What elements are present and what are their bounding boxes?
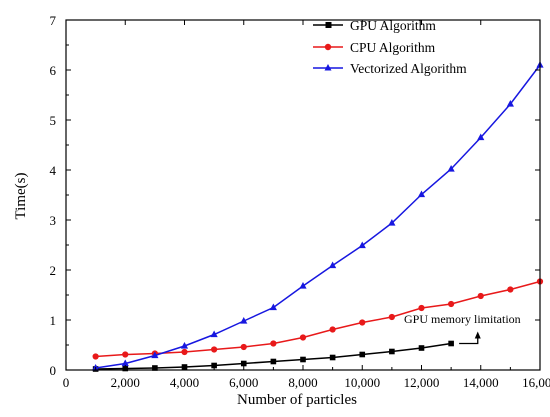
series-line	[95, 64, 541, 369]
data-point	[418, 345, 425, 351]
x-tick-label: 8,000	[288, 375, 317, 390]
legend-item-gpu: GPU Algorithm	[313, 18, 436, 33]
x-tick-label: 16,000	[522, 375, 550, 390]
legend-item-cpu: CPU Algorithm	[313, 40, 436, 55]
data-point	[417, 190, 426, 198]
data-point	[358, 241, 366, 249]
x-tick-label: 10,000	[344, 375, 380, 390]
data-point	[210, 330, 218, 338]
y-tick-label: 4	[50, 163, 57, 178]
y-axis-title: Time(s)	[13, 173, 29, 220]
plot-marks	[92, 61, 544, 372]
data-point	[448, 340, 454, 347]
data-point	[269, 303, 277, 311]
x-tick-label: 12,000	[404, 375, 440, 390]
y-tick-label: 3	[50, 213, 57, 228]
legend-marker-gpu	[325, 22, 332, 28]
data-point	[211, 362, 217, 369]
data-point	[92, 353, 99, 360]
y-tick-label: 6	[50, 63, 57, 78]
y-tick-label: 1	[50, 313, 57, 328]
data-point	[506, 100, 514, 107]
data-point	[448, 300, 455, 308]
x-tick-label: 6,000	[229, 375, 258, 390]
data-point	[211, 346, 218, 353]
annotation-arrow-line	[459, 337, 479, 345]
y-tick-label: 5	[50, 113, 57, 128]
data-point	[240, 360, 247, 367]
legend-label-gpu: GPU Algorithm	[350, 18, 436, 33]
data-point	[389, 348, 395, 355]
data-point	[507, 286, 514, 293]
data-point	[388, 219, 396, 226]
annotation-arrowhead	[474, 331, 481, 339]
data-point	[240, 317, 248, 324]
data-point	[447, 165, 455, 172]
legend-marker-cpu	[324, 43, 332, 51]
data-point	[240, 343, 247, 351]
data-point	[418, 304, 425, 312]
data-point	[121, 359, 129, 367]
data-point	[299, 282, 307, 289]
data-point	[477, 292, 484, 300]
axis-ticks: 0 2,000 4,000 6,000 8,000 10,000 12,000 14,000 1…	[50, 13, 550, 390]
data-point	[181, 348, 188, 356]
legend-label-cpu: CPU Algorithm	[350, 40, 436, 55]
data-point	[359, 319, 366, 326]
series-line	[95, 280, 541, 358]
y-tick-label: 7	[50, 13, 57, 28]
data-point	[329, 261, 337, 269]
x-axis-title: Number of particles	[237, 392, 357, 408]
data-point	[329, 326, 336, 333]
legend-item-vectorized: Vectorized Algorithm	[313, 61, 467, 76]
data-point	[477, 133, 485, 141]
data-point	[329, 354, 336, 361]
series-line	[95, 342, 452, 370]
data-point	[151, 351, 159, 359]
data-point	[270, 340, 277, 347]
x-tick-label: 0	[63, 375, 70, 390]
legend-marker-vectorized	[324, 64, 332, 71]
x-tick-label: 2,000	[111, 375, 140, 390]
x-tick-label: 4,000	[170, 375, 199, 390]
series-2	[92, 61, 544, 371]
data-point	[122, 351, 129, 358]
legend: GPU Algorithm CPU Algorithm Vectorized A…	[313, 18, 467, 76]
data-point	[180, 342, 189, 349]
legend-label-vectorized: Vectorized Algorithm	[350, 61, 467, 76]
data-point	[300, 356, 306, 363]
annotation-gpu-memory-limitation: GPU memory limitation	[404, 312, 521, 326]
y-tick-label: 2	[50, 263, 57, 278]
y-tick-label: 0	[50, 363, 57, 378]
data-point	[299, 334, 307, 341]
data-point	[388, 313, 395, 321]
x-tick-label: 14,000	[463, 375, 499, 390]
data-point	[359, 351, 366, 358]
data-point	[270, 358, 277, 365]
